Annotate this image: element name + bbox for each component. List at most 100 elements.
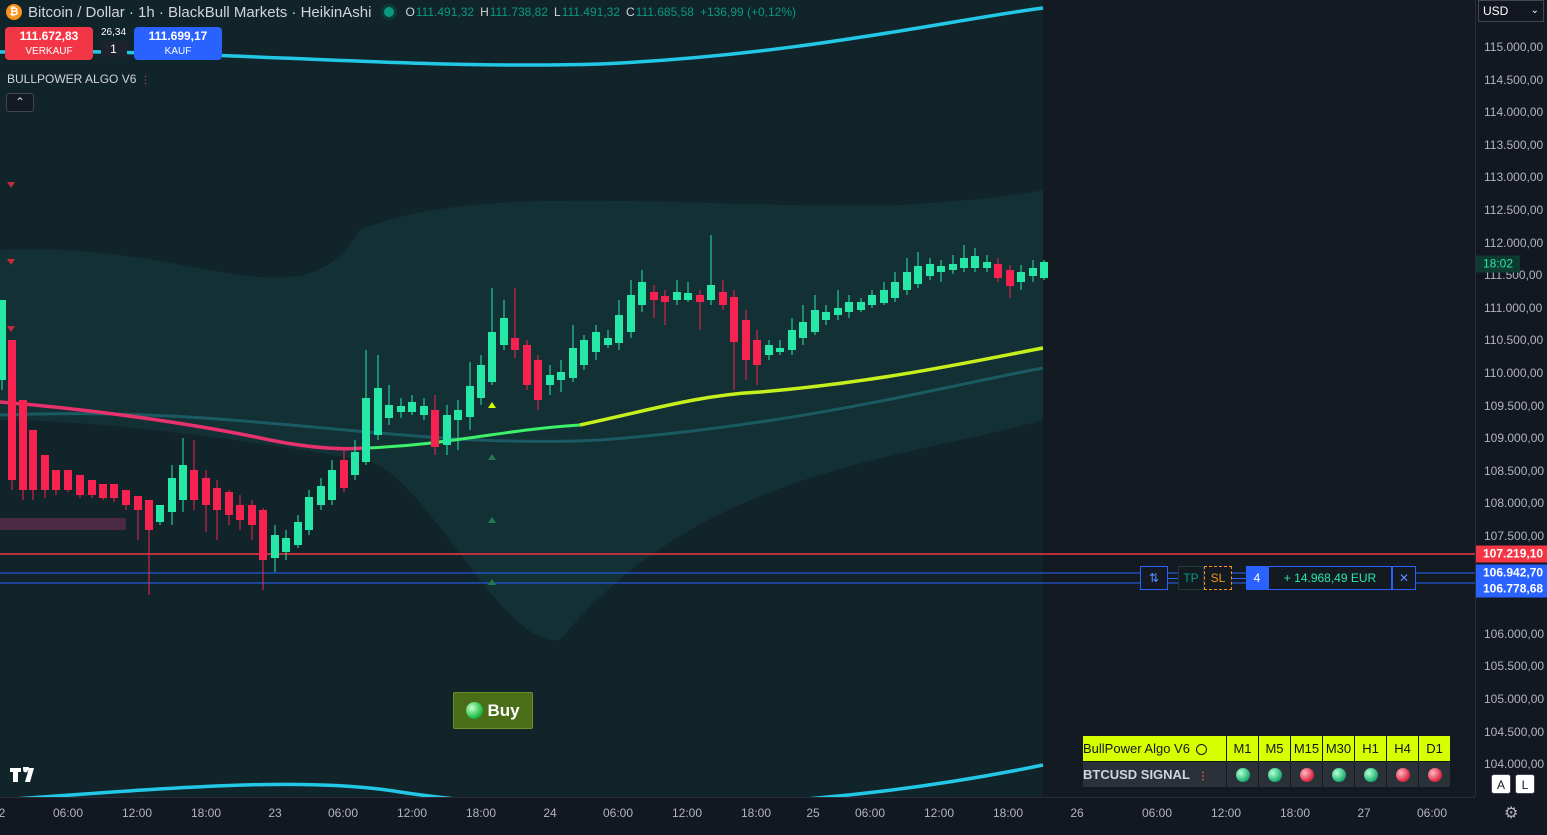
buy-button[interactable]: 111.699,17 KAUF [134, 27, 222, 60]
stop-loss-button[interactable]: SL [1204, 566, 1232, 590]
candle-body [443, 415, 451, 445]
auto-scale-button[interactable]: A [1491, 774, 1511, 794]
collapse-legend-button[interactable]: ⌃ [6, 93, 34, 112]
quantity-field[interactable]: 1 [100, 41, 127, 57]
close-icon: ✕ [1398, 571, 1410, 585]
candle-body [684, 293, 692, 300]
log-scale-button[interactable]: L [1515, 774, 1535, 794]
entry-level-label: 106.942,70 [1476, 564, 1547, 582]
price-tick: 114.000,00 [1484, 105, 1544, 120]
signal-lamp-icon [1363, 768, 1378, 783]
candle-body [627, 295, 635, 332]
candle-body [994, 264, 1002, 278]
candle-body [76, 475, 84, 495]
candle-body [305, 497, 313, 530]
time-tick: 06:00 [1416, 806, 1448, 820]
candle-body [202, 478, 210, 505]
candle-body [638, 282, 646, 305]
sell-marker-icon [7, 259, 15, 265]
sell-button[interactable]: 111.672,83 VERKAUF [5, 27, 93, 60]
candle-body [385, 405, 393, 418]
candle-body [891, 282, 899, 298]
more-dots-icon[interactable]: ⋮ [140, 75, 151, 86]
candle-body [580, 340, 588, 365]
time-tick: 06:00 [1141, 806, 1173, 820]
time-tick: 24 [543, 806, 557, 820]
price-tick: 111.000,00 [1484, 300, 1543, 315]
connector [1232, 577, 1246, 579]
candle-body [500, 318, 508, 345]
candle-body [282, 538, 290, 552]
buy-signal-label: Buy [453, 692, 533, 729]
time-tick: 06:00 [602, 806, 634, 820]
tf-m1: M1 [1226, 735, 1259, 762]
price-tick: 108.500,00 [1484, 463, 1545, 478]
time-tick: 2 [0, 806, 6, 820]
connector [1168, 577, 1178, 579]
future-area [1043, 0, 1475, 797]
candle-body [604, 338, 612, 345]
reverse-position-button[interactable]: ⇅ [1140, 566, 1168, 590]
tf-m30: M30 [1322, 735, 1355, 762]
candle-body [557, 372, 565, 380]
candle-body [225, 492, 233, 515]
buy-marker-icon [488, 402, 496, 408]
trend-line-up-green [364, 423, 581, 450]
ohlc-high: H111.738,82 [480, 5, 549, 19]
trend-line-down [0, 400, 366, 451]
chart-area[interactable] [0, 0, 1475, 797]
candle-body [29, 430, 37, 490]
candle-body [523, 345, 531, 385]
time-tick: 12:00 [1210, 806, 1242, 820]
ohlc-close: C111.685,58 [626, 5, 694, 19]
time-tick: 12:00 [396, 806, 428, 820]
candle-body [213, 488, 221, 510]
price-axis[interactable]: 115.000,00 114.500,00 114.000,00 113.500,00… [1475, 0, 1547, 797]
time-tick: 18:00 [992, 806, 1024, 820]
position-pnl: + 14.968,49 EUR [1268, 566, 1392, 590]
time-tick: 12:00 [121, 806, 153, 820]
settings-gear-icon[interactable]: ⚙ [1504, 805, 1519, 822]
time-tick: 18:00 [740, 806, 772, 820]
price-plot[interactable] [0, 0, 1475, 797]
cloud-band [0, 190, 1043, 641]
candle-body [19, 400, 27, 490]
price-tick: 112.500,00 [1484, 203, 1544, 217]
candle-body [488, 332, 496, 382]
time-tick: 12:00 [923, 806, 955, 820]
candle-body [340, 460, 348, 488]
signal-lamp-h4 [1386, 761, 1419, 788]
time-axis[interactable]: 2 06:00 12:00 18:00 23 06:00 12:00 18:00 24 06:00… [0, 797, 1475, 835]
price-tick: 106.000,00 [1484, 626, 1545, 641]
time-tick: 06:00 [854, 806, 886, 820]
close-position-button[interactable]: ✕ [1392, 566, 1416, 590]
long-ma-line [0, 366, 1044, 443]
candle-body [374, 388, 382, 435]
signal-lamp-icon [1331, 768, 1346, 783]
chevron-down-icon: ⌄ [1530, 5, 1539, 16]
ohlc-change: +136,99 (+0,12%) [699, 5, 797, 19]
candle-body [1029, 268, 1037, 276]
candle-body [937, 266, 945, 272]
tradingview-logo-icon[interactable] [10, 765, 40, 789]
candle-body [168, 478, 176, 512]
buy-marker-icon [488, 579, 496, 585]
price-tick: 107.500,00 [1484, 529, 1545, 543]
candle-body [834, 308, 842, 315]
take-profit-button[interactable]: TP [1178, 566, 1204, 590]
candle-body [328, 470, 336, 500]
stop-level-label: 107.219,10 [1476, 545, 1547, 563]
symbol-title[interactable]: Bitcoin / Dollar · 1h · BlackBull Market… [28, 3, 372, 21]
price-tick: 105.500,00 [1484, 659, 1545, 674]
time-tick: 27 [1357, 806, 1371, 820]
candle-body [903, 272, 911, 290]
currency-select[interactable]: USD ⌄ [1478, 0, 1544, 22]
indicator-legend[interactable]: BULLPOWER ALGO V6 ⋮ [7, 72, 150, 86]
candle-body [156, 505, 164, 522]
position-widget[interactable]: ⇅ TP SL 4 + 14.968,49 EUR ✕ [1140, 565, 1416, 591]
candle-body [592, 332, 600, 352]
signal-lamp-m1 [1226, 761, 1259, 788]
candle-body [41, 455, 49, 490]
candle-body [88, 480, 96, 495]
candle-body [661, 296, 669, 302]
